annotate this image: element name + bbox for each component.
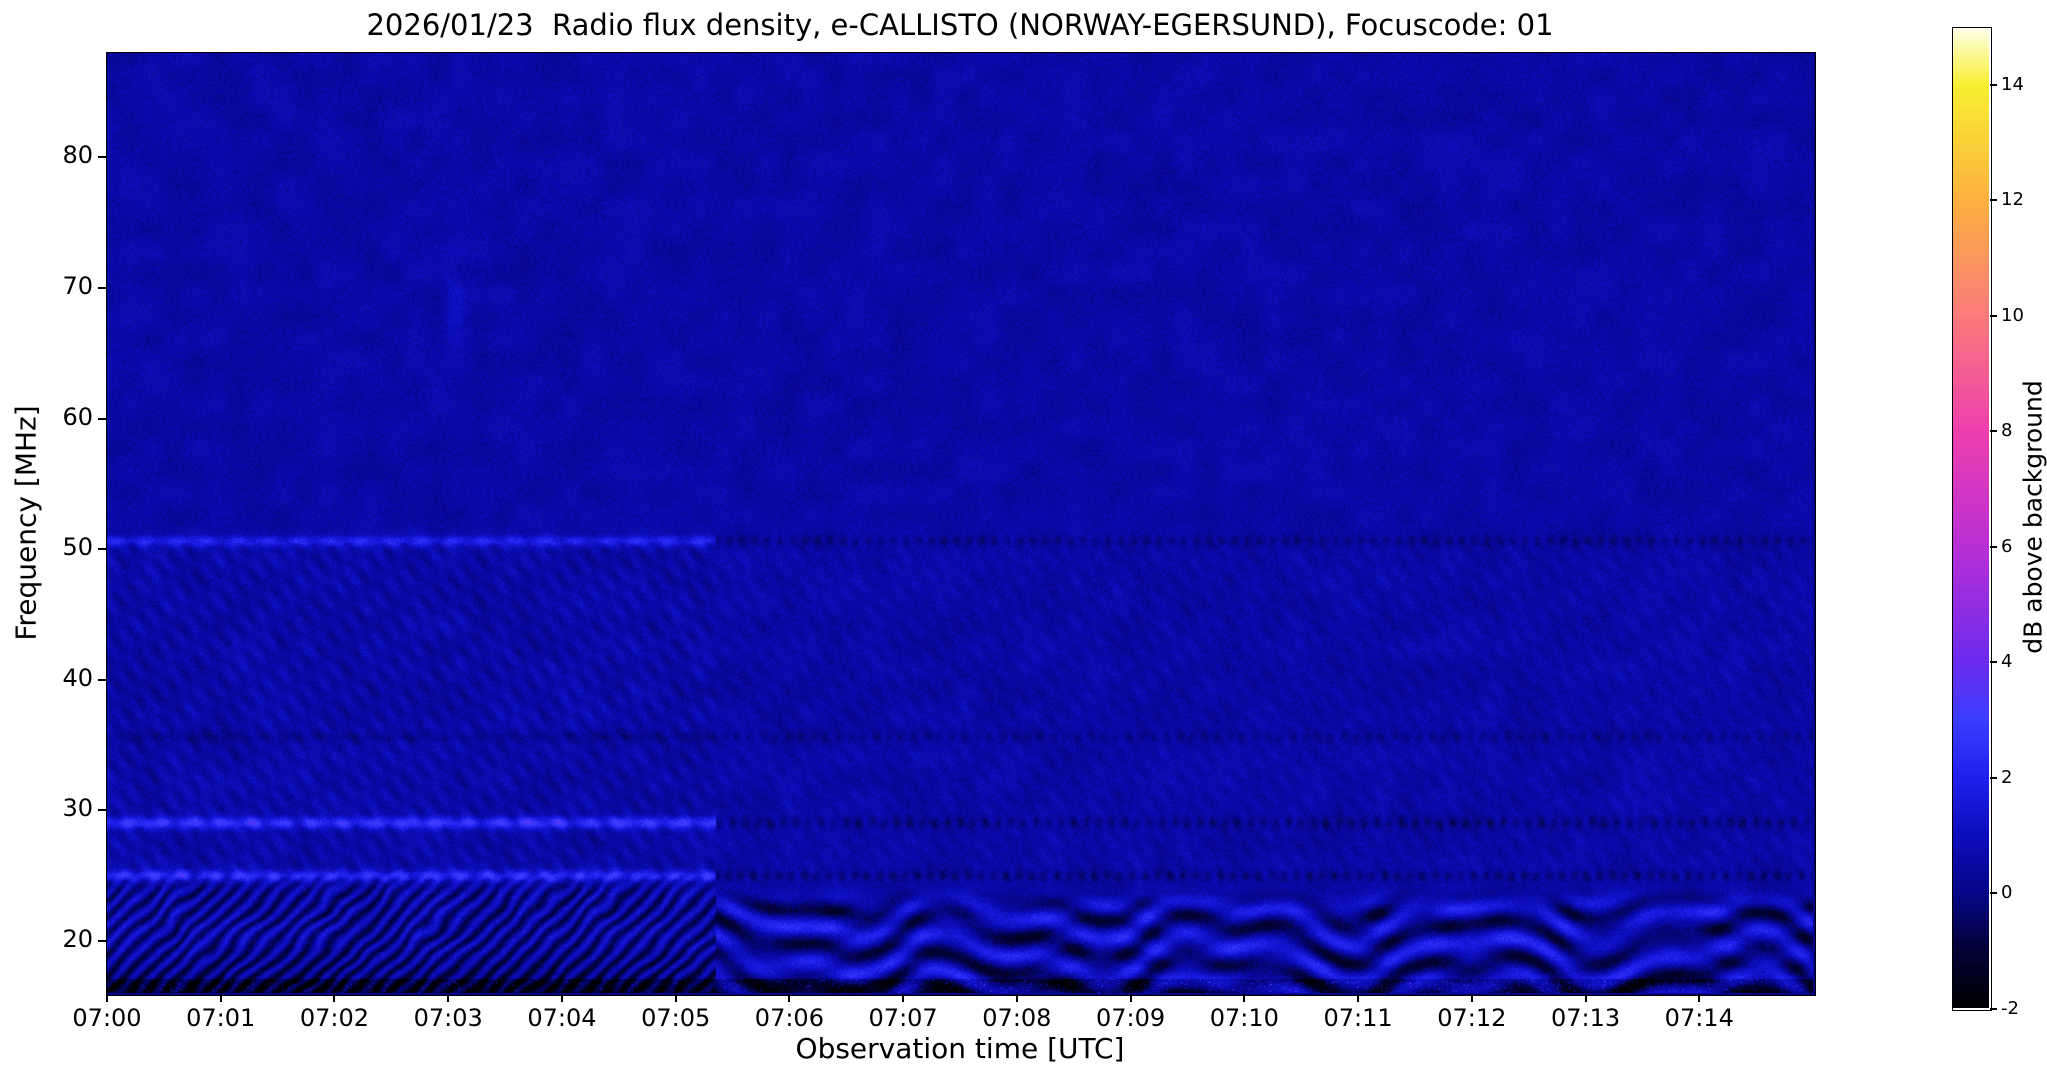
x-tick-label: 07:14: [1664, 1004, 1734, 1032]
x-tick-label: 07:07: [868, 1004, 938, 1032]
x-tick-label: 07:02: [299, 1004, 370, 1032]
colorbar-tick-label: 6: [2001, 535, 2013, 557]
x-tick-label: 07:04: [527, 1004, 597, 1032]
x-tick-mark: [1357, 994, 1360, 1002]
colorbar-tick-mark: [1990, 892, 1997, 895]
x-tick-mark: [447, 994, 450, 1002]
x-tick-mark: [1584, 994, 1587, 1002]
colorbar-tick-label: 0: [2001, 882, 2013, 904]
x-tick-mark: [333, 994, 336, 1002]
colorbar: [1952, 27, 1992, 1011]
colorbar-tick-label: 12: [2001, 189, 2024, 211]
x-axis-label: Observation time [UTC]: [795, 1032, 1125, 1065]
x-tick-mark: [1243, 994, 1246, 1002]
colorbar-tick-mark: [1990, 661, 1997, 664]
colorbar-label: dB above background: [2018, 380, 2047, 654]
x-tick-mark: [1015, 994, 1018, 1002]
colorbar-tick-mark: [1990, 1008, 1997, 1010]
colorbar-tick-label: 2: [2001, 766, 2013, 788]
y-tick-label: 50: [62, 533, 93, 562]
x-tick-label: 07:03: [413, 1004, 483, 1032]
plot-area: [106, 52, 1816, 996]
x-tick-label: 07:05: [641, 1004, 711, 1032]
y-tick-mark: [98, 156, 106, 159]
y-tick-label: 20: [62, 924, 93, 953]
x-tick-label: 07:13: [1550, 1004, 1621, 1032]
x-tick-mark: [1470, 994, 1473, 1002]
chart-title: 2026/01/23 Radio flux density, e-CALLIST…: [366, 8, 1554, 42]
x-tick-mark: [674, 994, 677, 1002]
colorbar-tick-mark: [1990, 430, 1997, 433]
x-tick-label: 07:10: [1209, 1004, 1279, 1032]
colorbar-tick-label: 4: [2001, 651, 2013, 673]
x-tick-mark: [788, 994, 791, 1002]
x-tick-label: 07:08: [982, 1004, 1052, 1032]
x-tick-label: 07:11: [1323, 1004, 1393, 1032]
colorbar-tick-label: 14: [2001, 73, 2024, 95]
x-tick-mark: [1698, 994, 1701, 1002]
colorbar-tick-label: 10: [2001, 304, 2024, 326]
colorbar-tick-mark: [1990, 199, 1997, 202]
colorbar-tick-mark: [1990, 545, 1997, 548]
y-tick-mark: [98, 287, 106, 289]
y-tick-mark: [98, 417, 106, 420]
y-tick-label: 60: [62, 402, 93, 431]
x-tick-mark: [902, 994, 905, 1002]
y-tick-mark: [98, 678, 106, 681]
y-tick-label: 40: [62, 663, 93, 692]
colorbar-tick-mark: [1990, 83, 1997, 86]
colorbar-tick-mark: [1990, 314, 1997, 317]
colorbar-tick-label: 8: [2001, 420, 2013, 442]
x-tick-mark: [1129, 994, 1132, 1002]
colorbar-tick-label: -2: [2001, 998, 2019, 1019]
y-tick-label: 30: [62, 794, 93, 823]
y-tick-label: 80: [62, 141, 93, 170]
spectrogram-canvas: [107, 53, 1813, 993]
y-tick-mark: [98, 809, 106, 812]
x-tick-mark: [219, 994, 222, 1002]
colorbar-canvas: [1953, 28, 1989, 1008]
y-tick-label: 70: [62, 272, 93, 300]
colorbar-tick-mark: [1990, 776, 1997, 779]
y-axis-label: Frequency [MHz]: [9, 405, 43, 641]
x-tick-label: 07:00: [72, 1004, 142, 1032]
y-tick-mark: [98, 548, 106, 551]
x-tick-mark: [106, 994, 108, 1002]
x-tick-label: 07:01: [186, 1004, 256, 1032]
y-tick-mark: [98, 939, 106, 942]
x-tick-mark: [560, 994, 563, 1002]
x-tick-label: 07:09: [1096, 1004, 1166, 1032]
x-tick-label: 07:06: [754, 1004, 824, 1032]
x-tick-label: 07:12: [1437, 1004, 1507, 1032]
